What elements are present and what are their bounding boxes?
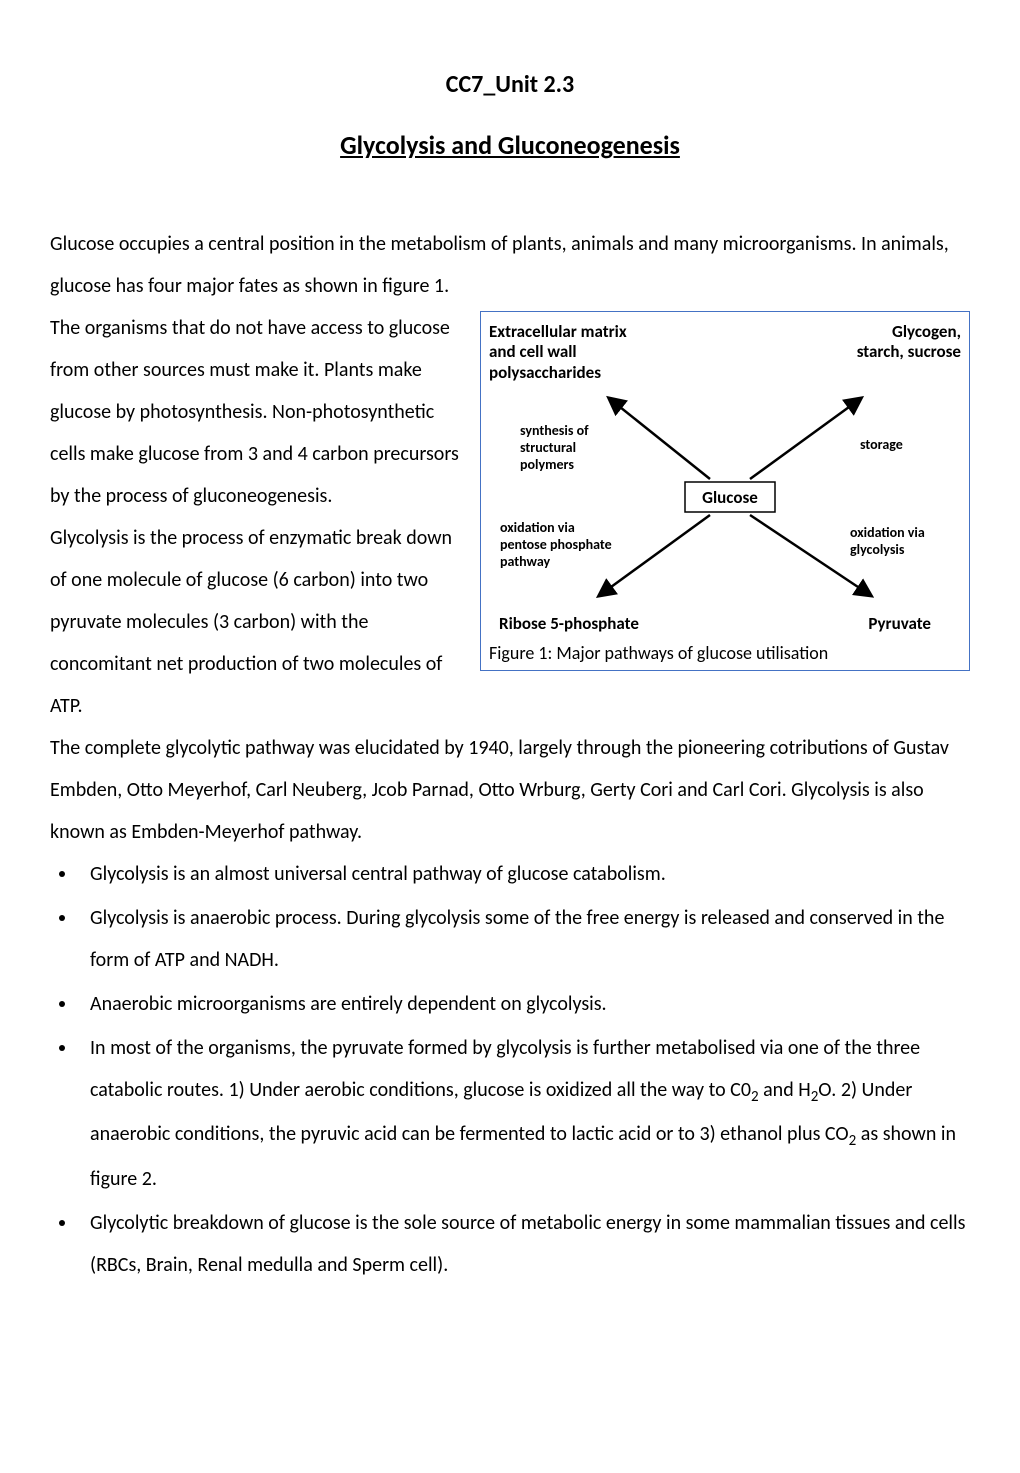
bullet-list: Glycolysis is an almost universal centra… [50,853,970,1286]
arrow-to-polysaccharides [610,399,710,479]
history-paragraph: The complete glycolytic pathway was eluc… [50,727,970,853]
diagram-top-right-label: Glycogen, starch, sucrose [857,322,961,383]
subscript: 2 [751,1088,759,1106]
diagram-bottom-row: Ribose 5-phosphate Pyruvate [489,614,961,634]
page-title: Glycolysis and Gluconeogenesis [50,118,970,173]
synthesis-label-l1: synthesis of [520,422,589,439]
synthesis-label-l3: polymers [520,456,574,473]
pyruvate-label: Pyruvate [868,614,961,634]
glucose-label: Glucose [702,487,758,508]
label-line: starch, sucrose [857,341,961,362]
label-line: polysaccharides [489,362,601,383]
course-code: CC7_Unit 2.3 [50,60,970,110]
glycolysis-label-l1: oxidation via [850,524,925,541]
list-item: Glycolysis is an almost universal centra… [78,853,970,895]
arrow-to-ribose [600,515,710,595]
pathway-diagram: Glucose synthesis of structural polymers… [489,387,961,607]
storage-label: storage [860,436,903,453]
figure-caption: Figure 1: Major pathways of glucose util… [489,643,961,665]
list-item: Glycolytic breakdown of glucose is the s… [78,1202,970,1286]
list-item: In most of the organisms, the pyruvate f… [78,1027,970,1200]
list-item: Anaerobic microorganisms are entirely de… [78,983,970,1025]
figure-1: Extracellular matrix and cell wall polys… [480,311,970,671]
arrow-to-glycogen [750,399,860,479]
ppp-label-l3: pathway [500,553,550,570]
synthesis-label-l2: structural [520,439,576,456]
label-line: and cell wall [489,341,577,362]
wrap-section: Extracellular matrix and cell wall polys… [50,307,970,727]
diagram-top-left-label: Extracellular matrix and cell wall polys… [489,322,627,383]
text-fragment: and H [759,1078,811,1102]
ribose-label: Ribose 5-phosphate [489,614,639,634]
diagram-top-row: Extracellular matrix and cell wall polys… [489,322,961,383]
intro-paragraph-1: Glucose occupies a central position in t… [50,223,970,307]
glycolysis-label-l2: glycolysis [850,541,905,558]
ppp-label-l2: pentose phosphate [500,536,612,553]
list-item: Glycolysis is anaerobic process. During … [78,897,970,981]
label-line: Glycogen, [892,321,961,342]
label-line: Extracellular matrix [489,321,627,342]
ppp-label-l1: oxidation via [500,519,575,536]
